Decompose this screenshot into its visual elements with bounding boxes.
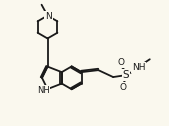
Text: N: N	[45, 12, 52, 21]
Text: NH: NH	[132, 63, 146, 72]
Text: O: O	[118, 58, 125, 67]
Text: S: S	[123, 70, 129, 80]
Text: O: O	[120, 83, 127, 92]
Text: NH: NH	[37, 86, 50, 95]
